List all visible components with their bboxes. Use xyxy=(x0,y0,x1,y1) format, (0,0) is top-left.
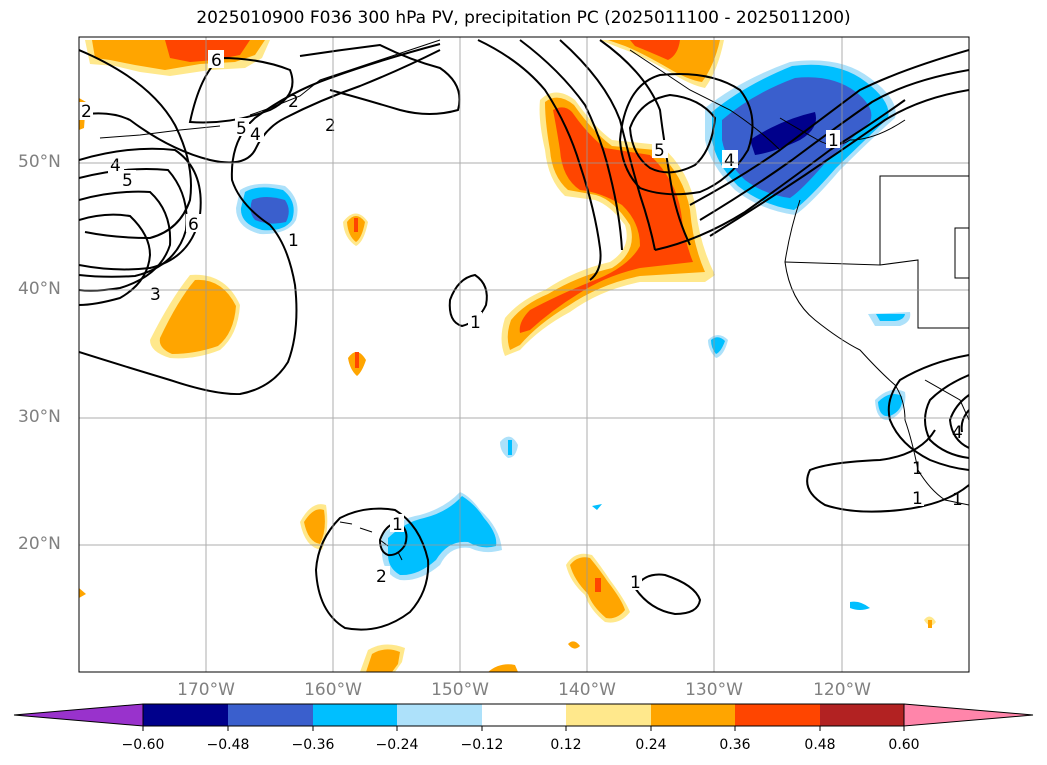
contour-label: 1 xyxy=(912,459,923,479)
fill-orange-top xyxy=(600,40,724,88)
colorbar-tick: −0.24 xyxy=(375,737,419,753)
precip-fills xyxy=(79,40,936,672)
lat-label-50n: 50°N xyxy=(18,152,61,172)
map-title: 2025010900 F036 300 hPa PV, precipitatio… xyxy=(196,8,851,28)
colorbar-extend-high xyxy=(903,703,1034,727)
colorbar-tick: 0.48 xyxy=(804,737,836,753)
colorbar-tick: −0.12 xyxy=(460,737,504,753)
colorbar-tick: −0.60 xyxy=(121,737,165,753)
contour-label: 5 xyxy=(654,141,665,161)
contour-label: 6 xyxy=(188,215,199,235)
lon-label-140w: 140°W xyxy=(558,680,616,700)
contour-label: 3 xyxy=(150,285,161,305)
colorbar-tick: −0.36 xyxy=(291,737,335,753)
contour-label: 5 xyxy=(236,119,247,139)
fill-blue-hawaii xyxy=(382,492,502,581)
contour-label: 2 xyxy=(376,567,387,587)
map-frame xyxy=(78,36,970,673)
lat-label-40n: 40°N xyxy=(18,279,61,299)
contour-label: 1 xyxy=(392,515,403,535)
lon-label-150w: 150°W xyxy=(431,680,489,700)
gridlines xyxy=(79,37,969,672)
contour-label: 4 xyxy=(250,125,261,145)
map-area: 6 2 2 4 5 5 4 6 3 1 2 1 1 5 xyxy=(79,37,969,672)
contour-label: 2 xyxy=(288,92,299,112)
fill-orange-139w xyxy=(566,553,630,623)
colorbar-extend-low xyxy=(13,703,144,727)
contour-label: 4 xyxy=(724,151,735,171)
colorbar-tick: −0.48 xyxy=(206,737,250,753)
lat-label-30n: 30°N xyxy=(18,407,61,427)
contour-label: 1 xyxy=(912,489,923,509)
contour-label: 1 xyxy=(470,313,481,333)
contour-label: 1 xyxy=(828,131,839,151)
coastlines xyxy=(99,39,969,561)
colorbar-tick: 0.12 xyxy=(550,737,582,753)
contour-labels: 6 2 2 4 5 5 4 6 3 1 2 1 1 5 xyxy=(79,50,963,593)
lat-label-20n: 20°N xyxy=(18,534,61,554)
contour-label: 2 xyxy=(325,116,336,136)
fill-blue-165w xyxy=(236,183,298,235)
contour-label: 4 xyxy=(952,423,963,443)
lon-label-170w: 170°W xyxy=(177,680,235,700)
contour-label: 6 xyxy=(211,51,222,71)
contour-label: 4 xyxy=(110,156,121,176)
colorbar-tick: 0.24 xyxy=(635,737,667,753)
contour-label: 1 xyxy=(288,231,299,251)
lon-label-130w: 130°W xyxy=(685,680,743,700)
contour-label: 5 xyxy=(122,171,133,191)
colorbar-tick: 0.60 xyxy=(888,737,920,753)
colorbar xyxy=(13,703,1034,731)
lon-label-160w: 160°W xyxy=(304,680,362,700)
colorbar-tick: 0.36 xyxy=(719,737,751,753)
contour-label: 1 xyxy=(952,490,963,510)
contour-label: 2 xyxy=(81,102,92,122)
fill-orange-170w xyxy=(150,274,240,359)
contour-label: 1 xyxy=(630,573,641,593)
lon-label-120w: 120°W xyxy=(813,680,871,700)
